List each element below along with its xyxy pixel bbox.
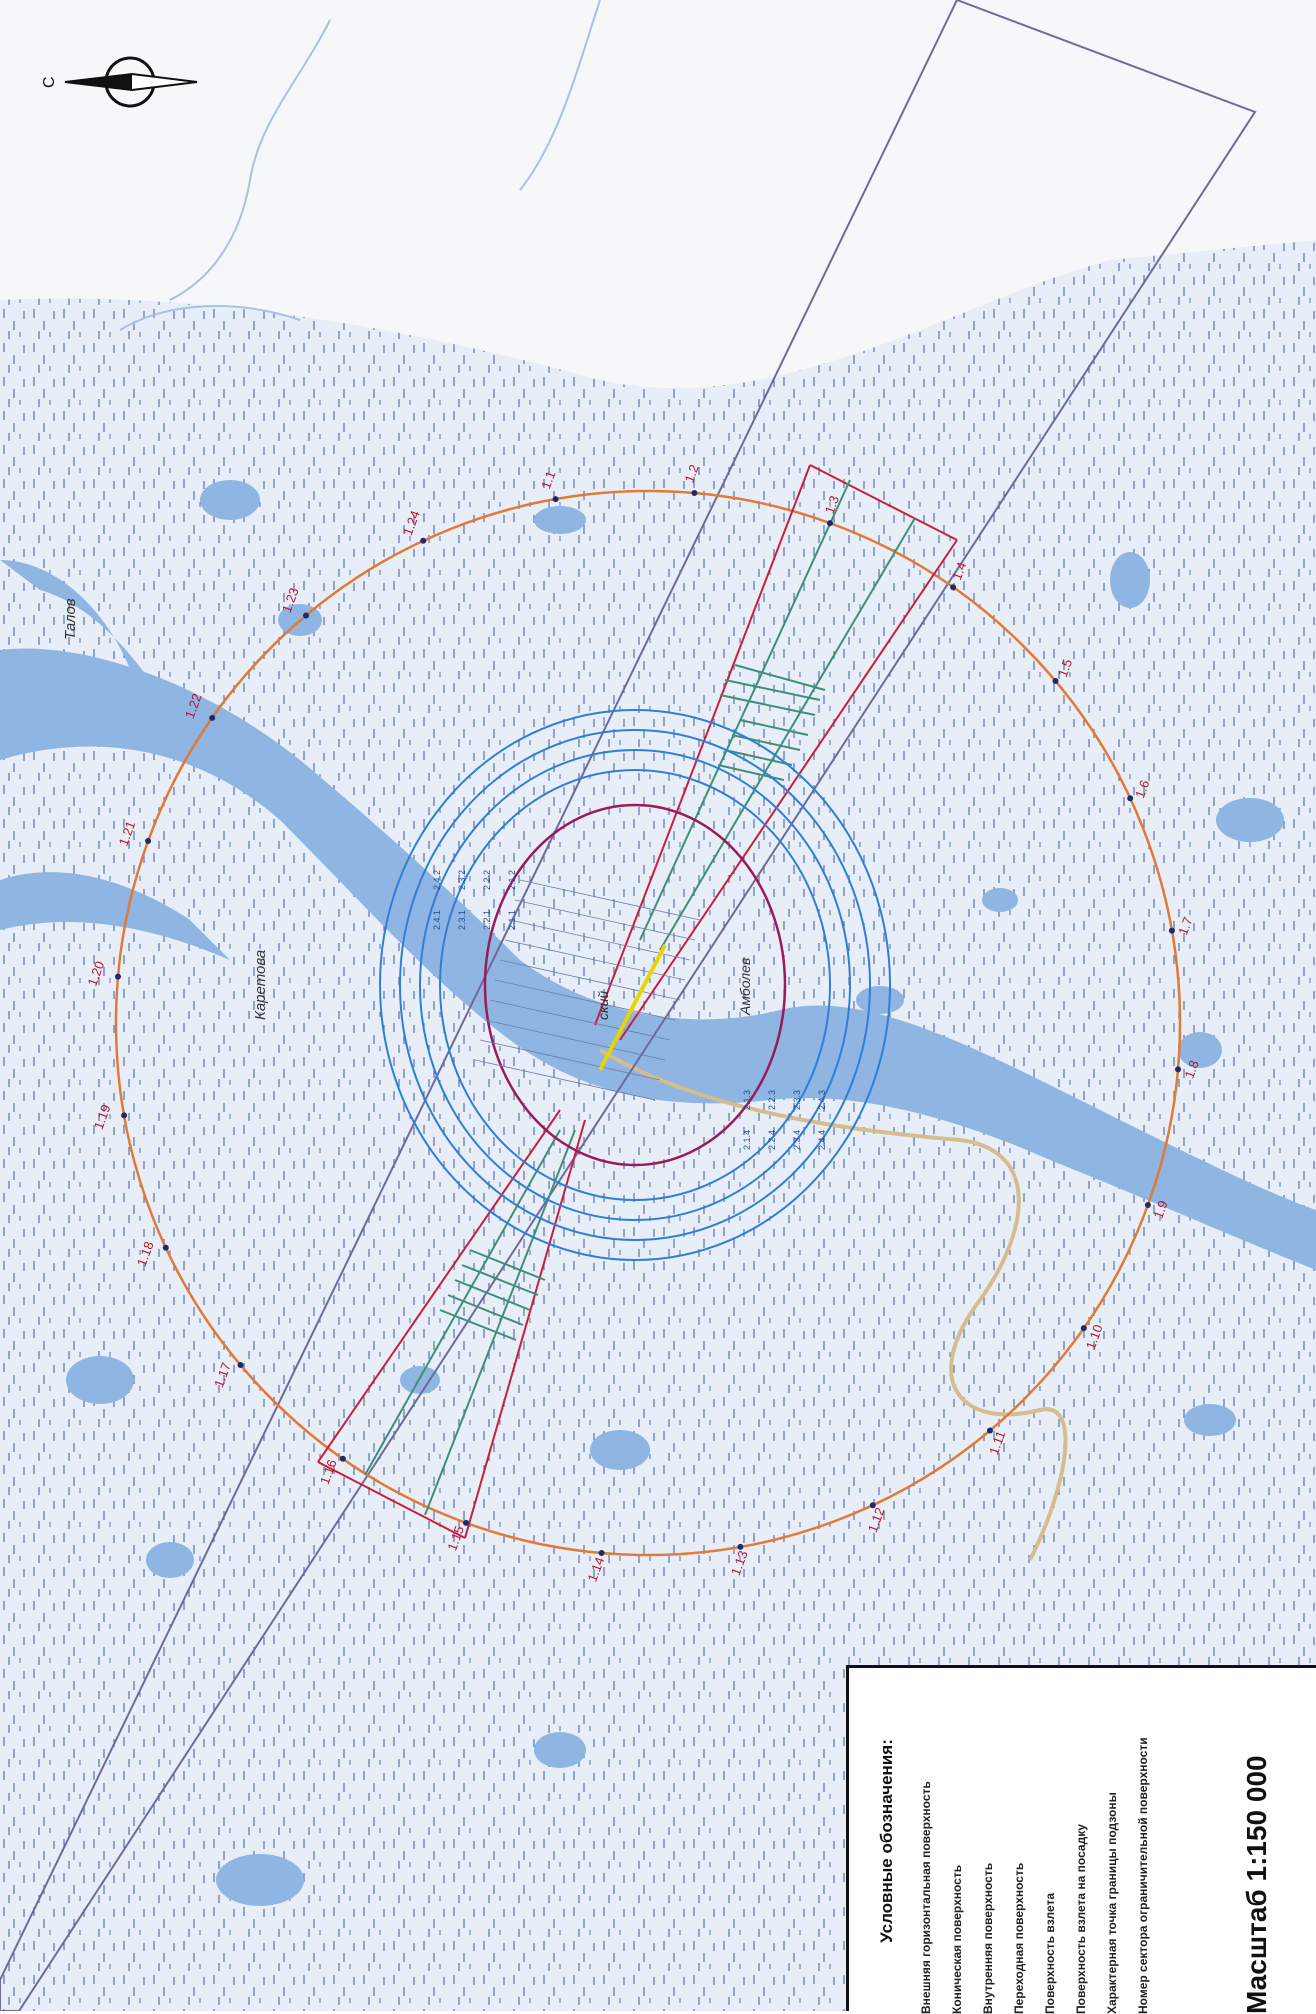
sector-label-top: 2.2.1 [482, 910, 492, 930]
outer-horizontal-surface [114, 489, 1182, 1557]
sector-label-bottom: 2.1.4 [742, 1130, 752, 1150]
legend-item-conical: Коническая поверхность [950, 1864, 964, 2014]
outer-point-marker [115, 973, 121, 980]
outer-point-label: 1.9 [1150, 1199, 1170, 1221]
outer-point-marker [420, 537, 427, 544]
outer-point-marker [987, 1427, 993, 1434]
outer-point-label: 1.3 [822, 494, 842, 516]
sector-label-bottom: 2.2.4 [767, 1130, 777, 1150]
marsh-area [0, 240, 1316, 2011]
outer-point-label: 1.2 [682, 463, 702, 485]
sector-label-top: 2.1.1 [507, 910, 517, 930]
transitional-surface [474, 879, 701, 1101]
legend-title: Условные обозначения: [877, 1739, 896, 1943]
outer-point-marker [339, 1455, 346, 1462]
conical-surface [379, 709, 891, 1261]
outer-point-marker [1168, 927, 1175, 934]
legend-item-approach: Поверхность взлета на посадку [1074, 1824, 1088, 2014]
outer-point-marker [1175, 1066, 1181, 1073]
legend-items: Внешняя горизонтальная поверхность Конич… [919, 1668, 1167, 2014]
outer-point-label: 1.7 [1175, 915, 1195, 937]
outer-point-marker [303, 612, 309, 619]
sector-label-bottom: 2.3.4 [792, 1130, 802, 1150]
outer-point-marker [691, 490, 698, 496]
outer-point-label: 1.8 [1182, 1058, 1202, 1080]
outer-point-label: 1.1 [538, 469, 558, 491]
outer-point-marker [950, 584, 957, 591]
legend-item-transitional: Переходная поверхность [1012, 1862, 1026, 2014]
restriction-sector [0, 0, 1257, 2011]
outer-points: 1.1 1.21.31.41.51.61.71.81.91.101.111.121… [84, 463, 1201, 1584]
sector-label-top: 2.2.2 [482, 870, 492, 890]
sector-label-top: 2.4.1 [432, 910, 442, 930]
outer-point-marker [598, 1550, 605, 1556]
sector-label-bottom: 2.4.4 [817, 1130, 827, 1150]
sector-label-bottom: 2.2.3 [767, 1090, 777, 1110]
sector-label-top: 2.3.2 [457, 870, 467, 890]
outer-point-marker [1144, 1202, 1151, 1208]
approach-surface-sw [317, 1109, 586, 1539]
sector-label-bottom: 2.4.3 [817, 1090, 827, 1110]
sector-label-bottom: 2.1.3 [742, 1090, 752, 1110]
inner-horizontal-surface [483, 803, 787, 1167]
sector-label-bottom: 2.3.3 [792, 1090, 802, 1110]
land-streams [119, 0, 601, 331]
outer-point-marker [552, 496, 559, 503]
river-branch-left [0, 872, 230, 960]
outer-point-marker [1127, 795, 1134, 802]
legend-item-takeoff: Поверхность взлета [1043, 1892, 1057, 2014]
map-scale: Масштаб 1:150 000 [1241, 1755, 1272, 2014]
runway [598, 944, 667, 1071]
outer-point-marker [121, 1112, 128, 1119]
north-arrow: С [41, 56, 198, 108]
river-label-karetova: Каретова [252, 950, 269, 1020]
river-label-talov: Талов [62, 598, 79, 640]
inner-sector-labels: 2.4.1 2.3.1 2.2.1 2.1.1 2.4.2 2.3.2 2.2.2 2.1.2… [432, 870, 827, 1150]
legend-item-sector-number: Номер сектора ограничительной поверхност… [1136, 1737, 1150, 2014]
river-branch-upper [0, 560, 200, 760]
sector-label-top: 2.1.2 [507, 870, 517, 890]
lakes [66, 480, 1284, 1906]
place-label-1: ский [595, 991, 611, 1020]
outer-point-label: 1.6 [1132, 778, 1152, 800]
legend-item-point: Характерная точка границы подзоны [1105, 1792, 1119, 2014]
sector-label-top: 2.4.2 [432, 870, 442, 890]
outer-point-label: 1.4 [949, 560, 969, 582]
main-river [0, 648, 1316, 1270]
legend-panel: Условные обозначения: Внешняя горизонтал… [846, 1665, 1316, 2014]
sector-label-top: 2.3.1 [457, 910, 467, 930]
legend-item-outer-horizontal: Внешняя горизонтальная поверхность [919, 1781, 933, 2014]
outer-point-marker [237, 1362, 244, 1368]
outer-point-marker [162, 1244, 169, 1251]
outer-point-marker [1052, 678, 1059, 684]
outer-point-marker [869, 1502, 876, 1509]
outer-point-marker [827, 520, 833, 527]
tan-stream [598, 1048, 1068, 1561]
outer-point-marker [145, 838, 152, 844]
outer-point-marker [737, 1543, 744, 1550]
outer-point-marker [209, 714, 216, 721]
outer-point-marker [463, 1519, 469, 1526]
north-letter: С [41, 76, 58, 88]
legend-item-inner: Внутренняя поверхность [981, 1862, 995, 2014]
place-label-2: Амболев [737, 958, 753, 1016]
outer-point-marker [1080, 1325, 1087, 1332]
outer-point-label: 1.5 [1055, 657, 1075, 679]
